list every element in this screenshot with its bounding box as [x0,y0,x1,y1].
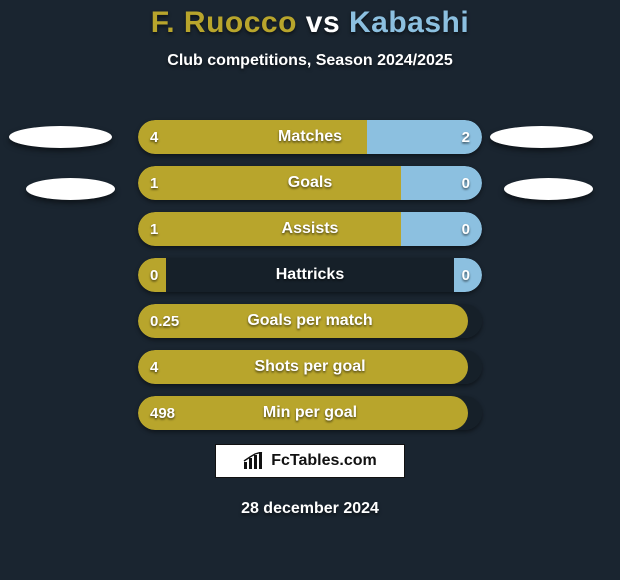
stat-label: Matches [138,120,482,154]
stat-row: Assists1 0 [138,212,482,246]
stat-label: Min per goal [138,396,482,430]
decorative-ellipse [504,178,593,200]
stat-value-left: 4 [150,350,158,384]
brand-text: FcTables.com [271,452,377,470]
stat-row: Hattricks0 0 [138,258,482,292]
stat-value-right: 0 [462,212,470,246]
stat-value-left: 1 [150,166,158,200]
decorative-ellipse [26,178,115,200]
vs-separator: vs [297,6,349,39]
comparison-infographic: F. Ruocco vs Kabashi Club competitions, … [0,0,620,580]
stat-label: Shots per goal [138,350,482,384]
stat-label: Assists [138,212,482,246]
stat-value-left: 4 [150,120,158,154]
stat-row: Min per goal498 [138,396,482,430]
player1-name: F. Ruocco [151,6,297,39]
stat-label: Goals [138,166,482,200]
decorative-ellipse [490,126,593,148]
decorative-ellipse [9,126,112,148]
stat-row: Shots per goal4 [138,350,482,384]
stat-value-right: 0 [462,258,470,292]
stat-row: Goals1 0 [138,166,482,200]
stat-value-right: 0 [462,166,470,200]
stat-value-left: 1 [150,212,158,246]
date-text: 28 december 2024 [0,500,620,518]
stat-row: Matches4 2 [138,120,482,154]
bar-chart-icon [243,452,265,470]
stat-value-left: 498 [150,396,175,430]
stat-label: Goals per match [138,304,482,338]
brand-badge: FcTables.com [215,444,405,478]
stat-row: Goals per match0.25 [138,304,482,338]
stats-container: Matches42Goals10Assists10Hattricks00Goal… [138,120,482,442]
subtitle: Club competitions, Season 2024/2025 [0,52,620,70]
player2-name: Kabashi [349,6,469,39]
stat-label: Hattricks [138,258,482,292]
page-title: F. Ruocco vs Kabashi [0,0,620,40]
stat-value-left: 0.25 [150,304,179,338]
stat-value-left: 0 [150,258,158,292]
stat-value-right: 2 [462,120,470,154]
